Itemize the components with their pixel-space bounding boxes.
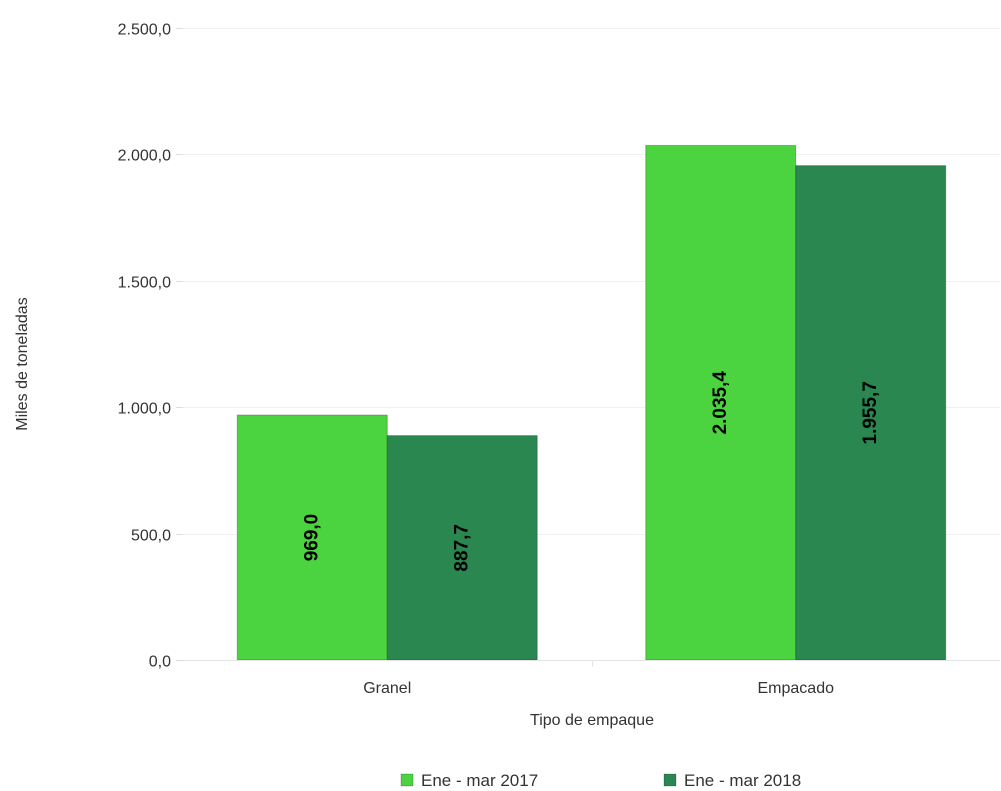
y-axis-title: Miles de toneladas — [14, 297, 31, 430]
data-label: 2.035,4 — [710, 371, 731, 435]
data-labels: 969,0 887,7 2.035,4 1.955,7 — [302, 371, 882, 572]
bar — [795, 165, 947, 661]
y-tick-label: 500,0 — [131, 528, 171, 545]
x-axis-title: Tipo de empaque — [530, 712, 654, 729]
data-label: 887,7 — [452, 524, 473, 572]
bars — [236, 144, 947, 661]
y-axis-ticks: 0,0 500,0 1.000,0 1.500,0 2.000,0 2.500,0 — [118, 22, 183, 671]
y-tick-label: 2.000,0 — [118, 148, 171, 165]
y-tick-label: 2.500,0 — [118, 22, 171, 39]
x-tick-label: Granel — [363, 680, 411, 697]
bar — [645, 144, 797, 661]
data-label: 1.955,7 — [860, 381, 881, 444]
bar — [386, 435, 538, 661]
bar — [236, 414, 388, 661]
x-tick-label: Empacado — [758, 680, 835, 697]
data-label: 969,0 — [302, 514, 323, 562]
legend: Ene - mar 2017 Ene - mar 2018 — [400, 771, 801, 790]
legend-swatch — [663, 773, 677, 787]
y-tick-label: 0,0 — [149, 654, 171, 671]
y-tick-label: 1.000,0 — [118, 401, 171, 418]
x-axis: Granel Empacado — [183, 660, 1000, 697]
legend-swatch — [400, 773, 414, 787]
y-tick-label: 1.500,0 — [118, 275, 171, 292]
legend-label[interactable]: Ene - mar 2018 — [684, 771, 801, 790]
legend-label[interactable]: Ene - mar 2017 — [421, 771, 538, 790]
